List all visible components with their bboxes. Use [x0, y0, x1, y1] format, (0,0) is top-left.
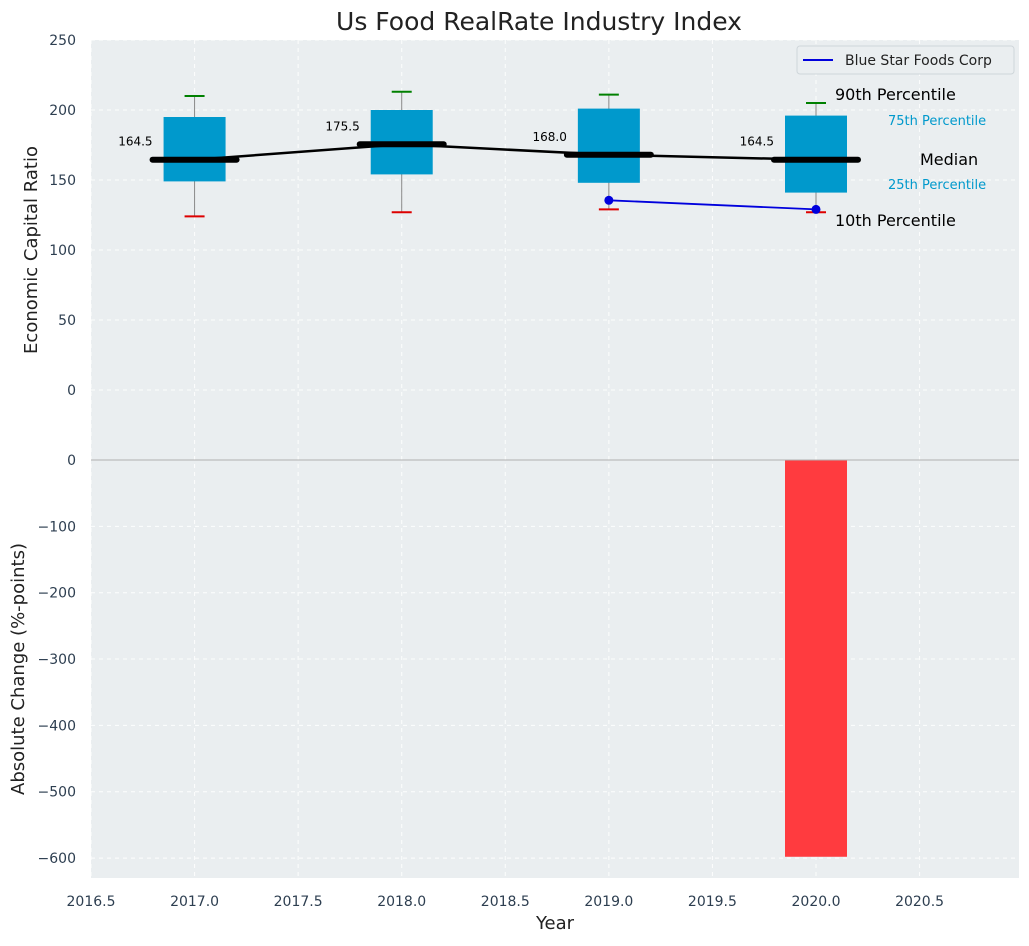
bottom-y-tick-label: −400	[38, 718, 76, 734]
bottom-y-axis-ticks: 0 −100 −200 −300 −400 −500 −600	[38, 453, 76, 867]
p90-annotation: 90th Percentile	[835, 85, 956, 104]
box-plots: 164.5 175.5 168.0 164.5	[118, 90, 861, 218]
company-series	[604, 195, 821, 214]
top-y-tick-label: 0	[67, 383, 76, 399]
median-label: 175.5	[325, 119, 359, 133]
x-tick-label: 2019.0	[584, 894, 633, 910]
top-y-axis-label: Economic Capital Ratio	[21, 146, 42, 354]
iqr-box	[785, 115, 847, 193]
p10-annotation: 10th Percentile	[835, 211, 956, 230]
x-tick-label: 2017.5	[274, 894, 323, 910]
change-bar	[785, 460, 847, 857]
median-annotation: Median	[920, 150, 978, 169]
top-y-tick-label: 250	[49, 33, 76, 49]
bottom-y-tick-label: −300	[38, 652, 76, 668]
percentile-annotations: 90th Percentile 75th Percentile Median 2…	[835, 85, 986, 230]
top-y-tick-label: 100	[49, 243, 76, 259]
iqr-box	[163, 117, 226, 182]
legend: Blue Star Foods Corp	[796, 45, 1015, 75]
x-tick-label: 2018.5	[481, 894, 530, 910]
top-y-tick-label: 200	[49, 103, 76, 119]
x-tick-label: 2016.5	[67, 894, 116, 910]
bottom-y-tick-label: −500	[38, 785, 76, 801]
chart-title: Us Food RealRate Industry Index	[336, 7, 742, 36]
x-tick-label: 2018.0	[377, 894, 426, 910]
company-line	[608, 199, 817, 211]
x-axis-ticks: 2016.5 2017.0 2017.5 2018.0 2018.5 2019.0 2019…	[67, 894, 945, 910]
iqr-box	[577, 108, 640, 183]
change-bars	[785, 460, 847, 857]
legend-box	[796, 45, 1015, 75]
median-label: 168.0	[532, 130, 566, 144]
top-y-tick-label: 150	[49, 173, 76, 189]
company-point	[604, 195, 614, 205]
top-y-axis-ticks: 0 50 100 150 200 250	[49, 33, 76, 399]
p75-annotation: 75th Percentile	[888, 114, 986, 129]
bottom-y-tick-label: 0	[67, 453, 76, 469]
top-y-tick-label: 50	[58, 313, 76, 329]
company-point	[811, 204, 821, 214]
legend-label-blue-star: Blue Star Foods Corp	[845, 53, 992, 69]
x-tick-label: 2020.5	[895, 894, 944, 910]
median-label: 164.5	[740, 135, 774, 149]
x-tick-label: 2017.0	[170, 894, 219, 910]
x-tick-label: 2020.0	[792, 894, 841, 910]
bottom-y-tick-label: −100	[38, 519, 76, 535]
bottom-y-tick-label: −200	[38, 586, 76, 602]
x-axis-label: Year	[535, 913, 575, 934]
bottom-plot-background	[91, 460, 1019, 878]
p25-annotation: 25th Percentile	[888, 178, 986, 193]
x-tick-label: 2019.5	[688, 894, 737, 910]
median-label: 164.5	[118, 135, 152, 149]
median-trend-line	[194, 143, 817, 161]
bottom-y-tick-label: −600	[38, 851, 76, 867]
bottom-y-axis-label: Absolute Change (%-points)	[8, 543, 29, 795]
